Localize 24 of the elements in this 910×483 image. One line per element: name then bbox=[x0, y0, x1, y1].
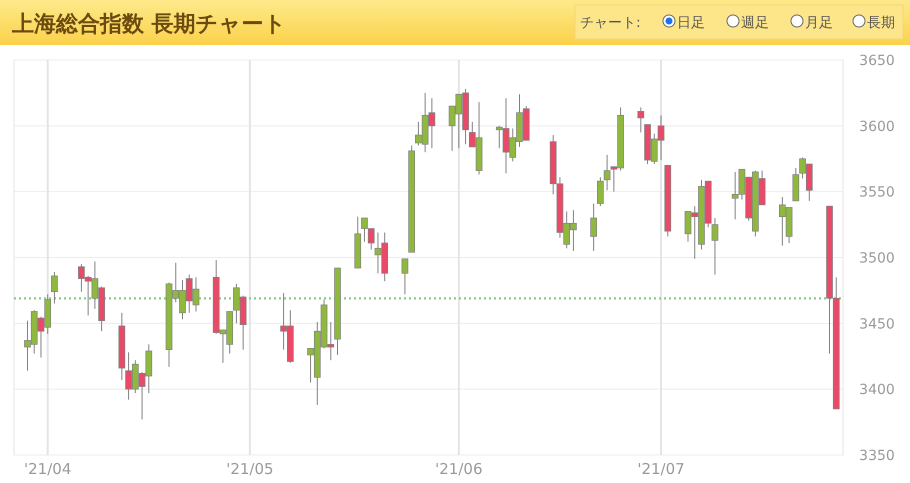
candlestick bbox=[51, 271, 58, 304]
text: 月足 bbox=[805, 15, 833, 31]
candlestick bbox=[604, 154, 610, 191]
text: 週足 bbox=[741, 15, 769, 31]
y-tick-label: 3450 bbox=[859, 316, 895, 332]
y-tick-label: 3550 bbox=[859, 184, 895, 201]
y-tick-label: 3650 bbox=[859, 53, 895, 69]
candlestick bbox=[597, 176, 604, 207]
y-tick-label: 3500 bbox=[859, 250, 895, 266]
x-tick-label: '21/05 bbox=[226, 460, 274, 478]
candlestick bbox=[712, 218, 718, 276]
text: 日足 bbox=[677, 15, 705, 31]
text: チャート: bbox=[580, 15, 641, 31]
x-tick-label: '21/07 bbox=[637, 460, 685, 478]
candlestick bbox=[637, 106, 644, 133]
y-tick-label: 3600 bbox=[859, 118, 895, 135]
y-tick-label: 3350 bbox=[859, 448, 895, 464]
x-tick-label: '21/06 bbox=[435, 460, 483, 478]
x-tick-label: '21/04 bbox=[24, 460, 72, 478]
text: 長期 bbox=[867, 15, 895, 31]
chart-title: 上海総合指数 長期チャート bbox=[11, 12, 287, 37]
candlestick bbox=[402, 258, 408, 295]
candlestick bbox=[590, 203, 597, 252]
y-tick-label: 3400 bbox=[859, 382, 895, 398]
